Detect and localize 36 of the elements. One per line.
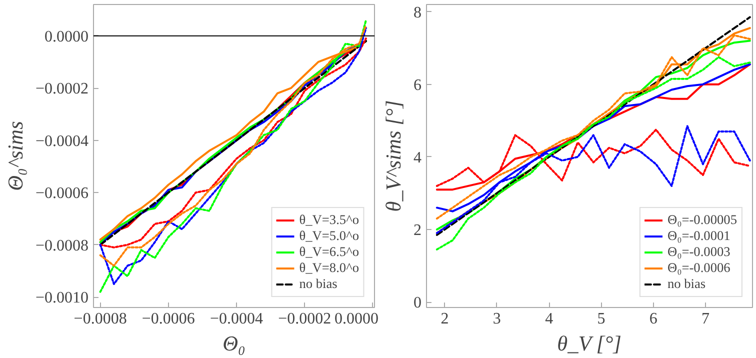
y-tick-label: 6 — [414, 76, 422, 94]
legend-label: Θ₀=-0.0003 — [667, 244, 730, 260]
y-tick-label: −0.0004 — [35, 132, 89, 150]
legend-label: Θ₀=-0.0006 — [667, 260, 730, 276]
x-tick-label: −0.0008 — [74, 310, 127, 328]
x-tick-label: −0.0004 — [210, 310, 264, 328]
legend-label: Θ₀=-0.00005 — [667, 212, 737, 228]
x-axis-title: θ_V [°] — [557, 332, 622, 356]
legend-label: no bias — [667, 276, 706, 292]
x-tick-label: −0.0006 — [142, 310, 195, 328]
x-tick-label: 7 — [702, 310, 710, 328]
legend-label: Θ₀=-0.0001 — [667, 228, 730, 244]
y-tick-label: −0.0008 — [35, 237, 89, 254]
legend-label: θ_V=6.5^o — [299, 244, 359, 260]
legend-label: θ_V=5.0^o — [299, 228, 359, 244]
x-tick-label: 6 — [649, 310, 658, 328]
y-axis-title: θ_V^sims [°] — [382, 100, 406, 212]
y-tick-label: 8 — [414, 4, 422, 22]
y-tick-label: −0.0006 — [35, 185, 89, 202]
legend-label: θ_V=3.5^o — [299, 212, 359, 228]
x-tick-label: 5 — [597, 310, 606, 328]
x-tick-label: 3 — [492, 310, 501, 328]
x-tick-label: −0.0002 — [278, 310, 332, 328]
legend-label: no bias — [299, 276, 338, 292]
y-tick-label: 0 — [414, 294, 422, 312]
x-tick-label: 4 — [545, 310, 554, 328]
y-tick-label: −0.0010 — [35, 290, 89, 307]
x-tick-label: 0.0000 — [334, 310, 378, 328]
y-tick-label: −0.0002 — [35, 80, 89, 98]
y-tick-label: 0.0000 — [44, 28, 88, 46]
legend-label: θ_V=8.0^o — [299, 260, 359, 276]
y-tick-label: 4 — [414, 149, 422, 166]
x-tick-label: 2 — [440, 310, 449, 328]
x-axis-title: Θ₀ — [222, 332, 246, 356]
y-axis-title: Θ₀^sims — [3, 121, 28, 191]
y-tick-label: 2 — [414, 222, 422, 239]
